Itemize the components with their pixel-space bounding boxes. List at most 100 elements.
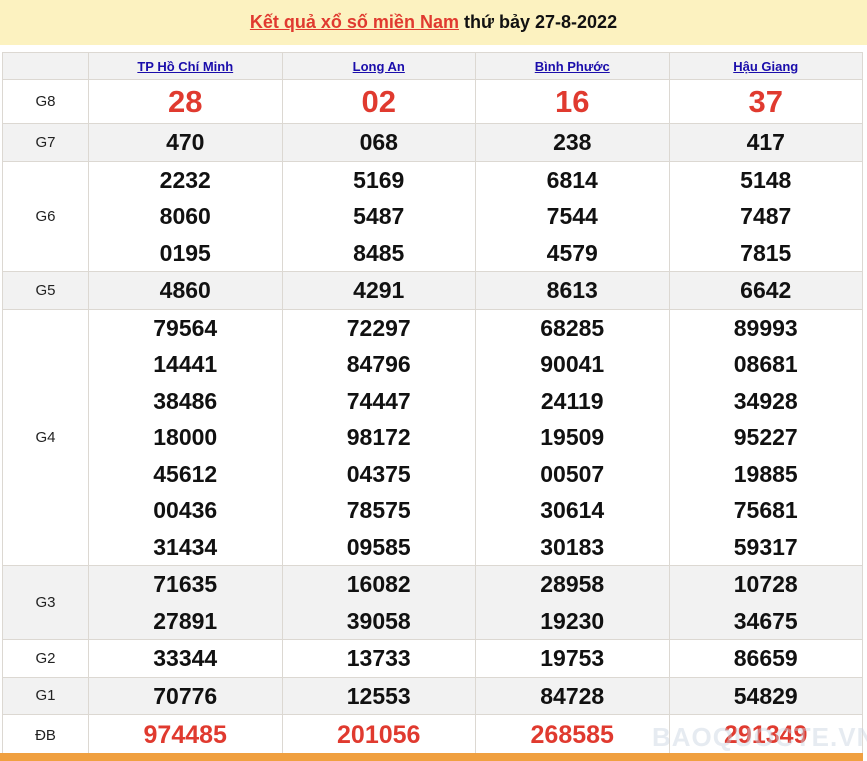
prize-number: 7544 [546, 203, 598, 229]
prize-number: 86659 [733, 645, 798, 671]
prize-number: 14441 [153, 351, 218, 377]
province-link[interactable]: Hậu Giang [733, 58, 799, 74]
prize-cell: 8613 [475, 271, 670, 310]
prize-number: 70776 [153, 682, 218, 709]
prize-number: 8613 [546, 277, 598, 303]
province-link[interactable]: Long An [352, 58, 405, 74]
prize-cell: 10728 34675 [668, 565, 863, 640]
prize-cell: 12553 [281, 676, 476, 715]
prize-number: 2232 [159, 166, 211, 193]
prize-number: 10728 [733, 571, 798, 597]
prize-cell: 6814 7544 4579 [475, 160, 670, 272]
prize-cell: 68285 90041 24119 19509 00507 30614 30183 [475, 308, 670, 566]
province-header: Long An [281, 52, 476, 80]
prize-number: 59317 [733, 533, 798, 560]
prize-number: 7815 [740, 239, 792, 266]
prize-number: 19230 [540, 607, 605, 634]
prize-number: 974485 [143, 721, 227, 749]
prize-cell: 84728 [475, 676, 670, 715]
prize-row: G1 70776 12553 84728 54829 [2, 676, 863, 715]
prize-cell: 470 [88, 123, 283, 162]
prize-number: 7487 [740, 203, 792, 229]
prize-number: 068 [359, 129, 398, 155]
prize-number: 84728 [540, 682, 605, 709]
prize-number: 27891 [153, 607, 218, 634]
prize-number: 5148 [740, 166, 792, 193]
prize-number: 12553 [346, 682, 411, 709]
header-row: TP Hồ Chí Minh Long An Bình Phước Hậu Gi… [2, 52, 863, 80]
prize-number: 19753 [540, 645, 605, 671]
prize-cell: 068 [281, 123, 476, 162]
prize-row: G6 2232 8060 0195 5169 5487 8485 6814 7544 4579 51… [2, 160, 863, 272]
prize-number: 417 [746, 129, 785, 155]
prize-label: G7 [2, 123, 89, 162]
prize-cell: 417 [668, 123, 863, 162]
prize-number: 95227 [733, 424, 798, 450]
prize-row: G2 33344 13733 19753 86659 [2, 639, 863, 678]
prize-label: G5 [2, 271, 89, 310]
prize-label: G8 [2, 79, 89, 124]
prize-cell: 54829 [668, 676, 863, 715]
prize-number: 37 [748, 84, 783, 119]
prize-label: G1 [2, 676, 89, 715]
prize-number: 19509 [540, 424, 605, 450]
prize-number: 291349 [724, 721, 808, 749]
title-date: thứ bảy 27-8-2022 [458, 12, 618, 32]
prize-cell: 79564 14441 38486 18000 45612 00436 31434 [88, 308, 283, 566]
prize-number: 54829 [733, 682, 798, 709]
prize-cell: 28 [88, 79, 283, 124]
prize-number: 8485 [353, 239, 405, 266]
prize-number: 74447 [346, 387, 411, 414]
results-link[interactable]: Kết quả xổ số miền Nam [249, 12, 459, 32]
prize-number: 18000 [153, 424, 218, 450]
prize-number: 28 [168, 84, 203, 119]
prize-number: 4291 [353, 277, 405, 303]
province-header: TP Hồ Chí Minh [88, 52, 283, 80]
prize-number: 71635 [153, 571, 218, 597]
prize-number: 5487 [353, 203, 405, 229]
prize-number: 201056 [337, 721, 421, 749]
prize-cell: 2232 8060 0195 [88, 160, 283, 272]
prize-number: 45612 [153, 460, 218, 487]
prize-cell: 86659 [668, 639, 863, 678]
prize-number: 28958 [540, 571, 605, 597]
province-link[interactable]: Bình Phước [534, 58, 610, 74]
prize-row: G3 71635 27891 16082 39058 28958 19230 10728 346… [2, 565, 863, 640]
prize-label: G3 [2, 565, 89, 640]
prize-number: 16082 [346, 571, 411, 597]
prize-number: 78575 [346, 497, 411, 523]
prize-number: 4860 [159, 277, 211, 303]
prize-number: 02 [361, 84, 396, 119]
province-header: Bình Phước [475, 52, 670, 80]
prize-number: 30183 [540, 533, 605, 560]
prize-number: 30614 [540, 497, 605, 523]
prize-number: 19885 [733, 460, 798, 487]
prize-number: 34928 [733, 387, 798, 414]
prize-number: 470 [166, 129, 205, 155]
prize-cell: 238 [475, 123, 670, 162]
prize-cell: 4291 [281, 271, 476, 310]
prize-cell: 5148 7487 7815 [668, 160, 863, 272]
prize-number: 98172 [346, 424, 411, 450]
prize-number: 4579 [546, 239, 598, 266]
prize-number: 34675 [733, 607, 798, 634]
page-title: Kết quả xổ số miền Nam thứ bảy 27-8-2022 [0, 0, 867, 45]
prize-row: G4 79564 14441 38486 18000 45612 00436 31434 722… [2, 308, 863, 566]
prize-cell: 6642 [668, 271, 863, 310]
prize-cell: 4860 [88, 271, 283, 310]
prize-cell: 02 [281, 79, 476, 124]
prize-number: 268585 [530, 721, 614, 749]
prize-number: 04375 [346, 460, 411, 487]
prize-number: 31434 [153, 533, 218, 560]
prize-number: 00507 [540, 460, 605, 487]
watermark: BAOQUOCTE.VN [652, 722, 867, 752]
prize-label: G6 [2, 160, 89, 272]
prize-cell: 13733 [281, 639, 476, 678]
results-table: TP Hồ Chí Minh Long An Bình Phước Hậu Gi… [2, 52, 863, 756]
prize-number: 24119 [540, 387, 604, 414]
province-link[interactable]: TP Hồ Chí Minh [137, 58, 234, 74]
prize-label: G2 [2, 639, 89, 678]
prize-row: G5 4860 4291 8613 6642 [2, 271, 863, 310]
footer-bar [0, 753, 863, 761]
prize-cell: 33344 [88, 639, 283, 678]
